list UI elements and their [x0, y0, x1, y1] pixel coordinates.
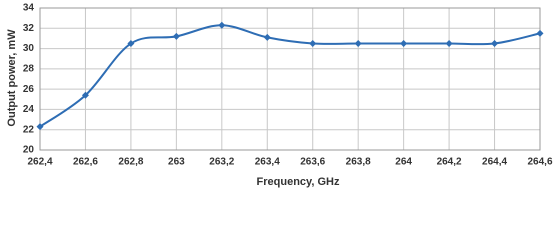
y-axis-label: Output power, mW — [6, 29, 18, 127]
x-tick-label: 263,4 — [255, 157, 280, 168]
y-tick-label: 32 — [23, 23, 35, 34]
x-tick-label: 262,8 — [118, 157, 143, 168]
point — [445, 40, 453, 47]
point — [263, 33, 271, 41]
x-tick-label: 263,6 — [300, 157, 325, 168]
point — [36, 123, 44, 131]
x-tick-label: 263 — [168, 157, 185, 168]
y-tick-label: 22 — [23, 124, 35, 135]
plot-border — [39, 7, 541, 151]
point — [172, 32, 180, 40]
y-tick-label: 28 — [23, 63, 35, 74]
x-tick-label: 263,8 — [346, 157, 371, 168]
point — [400, 40, 408, 47]
point — [354, 40, 362, 47]
chart: Frequency, GHz Output power, mW 20 22 24 26… — [6, 3, 553, 188]
x-tick-label: 264 — [395, 157, 412, 168]
y-tick-label: 34 — [23, 3, 35, 14]
y-tick-label: 24 — [23, 104, 35, 115]
x-tick-label: 264,4 — [482, 157, 507, 168]
point — [491, 40, 499, 47]
x-tick-label: 262,4 — [27, 157, 52, 168]
point — [536, 29, 544, 37]
point — [127, 40, 135, 47]
x-tick-label: 264,2 — [437, 157, 462, 168]
point — [309, 40, 317, 47]
y-tick-label: 20 — [23, 145, 35, 156]
x-tick-label: 262,6 — [73, 157, 98, 168]
point — [218, 21, 226, 29]
point — [81, 91, 89, 99]
y-tick-label: 26 — [23, 84, 35, 95]
y-tick-label: 30 — [23, 43, 35, 54]
x-axis-label: Frequency, GHz — [257, 176, 340, 188]
x-tick-label: 263,2 — [209, 157, 234, 168]
x-tick-label: 264,6 — [527, 157, 552, 168]
line — [39, 24, 541, 128]
